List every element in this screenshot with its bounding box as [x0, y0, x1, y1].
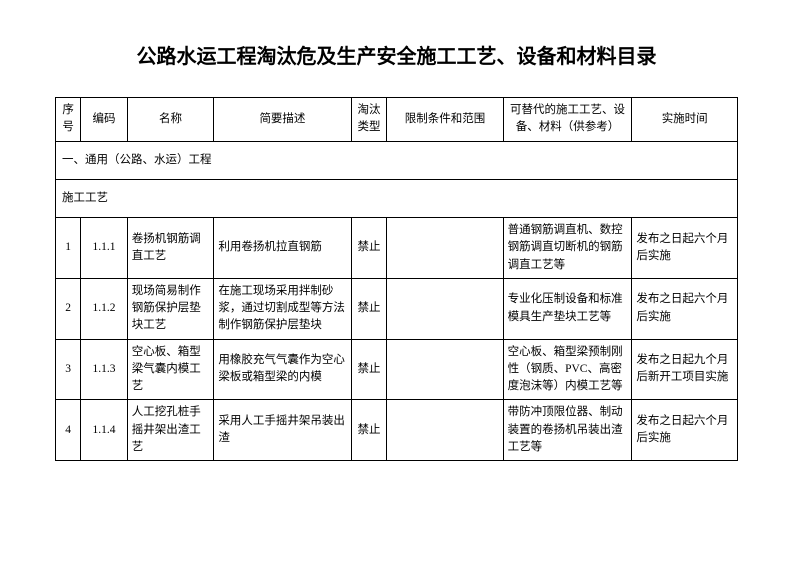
cell-code: 1.1.2 [81, 278, 127, 339]
cell-name: 现场简易制作钢筋保护层垫块工艺 [127, 278, 214, 339]
cell-type: 禁止 [351, 339, 387, 400]
cell-alt: 专业化压制设备和标准模具生产垫块工艺等 [503, 278, 632, 339]
cell-name: 空心板、箱型梁气囊内模工艺 [127, 339, 214, 400]
cell-desc: 用橡胶充气气囊作为空心梁板或箱型梁的内模 [214, 339, 351, 400]
cell-limit [387, 278, 503, 339]
header-code: 编码 [81, 98, 127, 142]
catalog-table: 序号 编码 名称 简要描述 淘汰类型 限制条件和范围 可替代的施工工艺、设备、材… [55, 97, 738, 461]
header-alt: 可替代的施工工艺、设备、材料（供参考） [503, 98, 632, 142]
section-process-label: 施工工艺 [56, 179, 738, 217]
table-row: 2 1.1.2 现场简易制作钢筋保护层垫块工艺 在施工现场采用拌制砂浆，通过切割… [56, 278, 738, 339]
section-row-process: 施工工艺 [56, 179, 738, 217]
header-limit: 限制条件和范围 [387, 98, 503, 142]
table-header-row: 序号 编码 名称 简要描述 淘汰类型 限制条件和范围 可替代的施工工艺、设备、材… [56, 98, 738, 142]
header-time: 实施时间 [632, 98, 738, 142]
header-seq: 序号 [56, 98, 81, 142]
table-row: 3 1.1.3 空心板、箱型梁气囊内模工艺 用橡胶充气气囊作为空心梁板或箱型梁的… [56, 339, 738, 400]
cell-seq: 1 [56, 218, 81, 279]
table-row: 1 1.1.1 卷扬机钢筋调直工艺 利用卷扬机拉直钢筋 禁止 普通钢筋调直机、数… [56, 218, 738, 279]
cell-name: 人工挖孔桩手摇井架出渣工艺 [127, 400, 214, 461]
cell-time: 发布之日起六个月后实施 [632, 218, 738, 279]
cell-seq: 3 [56, 339, 81, 400]
cell-alt: 空心板、箱型梁预制刚性（钢质、PVC、高密度泡沫等）内模工艺等 [503, 339, 632, 400]
cell-desc: 在施工现场采用拌制砂浆，通过切割成型等方法制作钢筋保护层垫块 [214, 278, 351, 339]
cell-time: 发布之日起六个月后实施 [632, 278, 738, 339]
cell-seq: 4 [56, 400, 81, 461]
cell-alt: 带防冲顶限位器、制动装置的卷扬机吊装出渣工艺等 [503, 400, 632, 461]
header-desc: 简要描述 [214, 98, 351, 142]
cell-code: 1.1.4 [81, 400, 127, 461]
cell-type: 禁止 [351, 218, 387, 279]
cell-limit [387, 400, 503, 461]
cell-type: 禁止 [351, 278, 387, 339]
section-general-label: 一、通用（公路、水运）工程 [56, 141, 738, 179]
cell-code: 1.1.3 [81, 339, 127, 400]
header-type: 淘汰类型 [351, 98, 387, 142]
cell-alt: 普通钢筋调直机、数控钢筋调直切断机的钢筋调直工艺等 [503, 218, 632, 279]
cell-limit [387, 218, 503, 279]
header-name: 名称 [127, 98, 214, 142]
cell-desc: 利用卷扬机拉直钢筋 [214, 218, 351, 279]
cell-code: 1.1.1 [81, 218, 127, 279]
cell-time: 发布之日起九个月后新开工项目实施 [632, 339, 738, 400]
cell-type: 禁止 [351, 400, 387, 461]
cell-limit [387, 339, 503, 400]
cell-seq: 2 [56, 278, 81, 339]
cell-time: 发布之日起六个月后实施 [632, 400, 738, 461]
cell-desc: 采用人工手摇井架吊装出渣 [214, 400, 351, 461]
page-title: 公路水运工程淘汰危及生产安全施工工艺、设备和材料目录 [55, 40, 738, 69]
table-row: 4 1.1.4 人工挖孔桩手摇井架出渣工艺 采用人工手摇井架吊装出渣 禁止 带防… [56, 400, 738, 461]
cell-name: 卷扬机钢筋调直工艺 [127, 218, 214, 279]
section-row-general: 一、通用（公路、水运）工程 [56, 141, 738, 179]
